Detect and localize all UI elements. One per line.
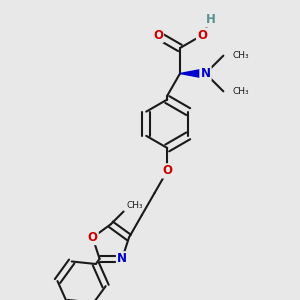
Polygon shape [180, 69, 206, 78]
Text: O: O [88, 231, 98, 244]
Text: O: O [162, 164, 172, 177]
Text: CH₃: CH₃ [232, 87, 249, 96]
Text: N: N [117, 252, 127, 265]
Text: CH₃: CH₃ [232, 51, 249, 60]
Text: O: O [197, 29, 207, 42]
Text: N: N [200, 67, 211, 80]
Text: CH₃: CH₃ [127, 201, 143, 210]
Text: O: O [153, 29, 163, 42]
Text: H: H [206, 13, 216, 26]
